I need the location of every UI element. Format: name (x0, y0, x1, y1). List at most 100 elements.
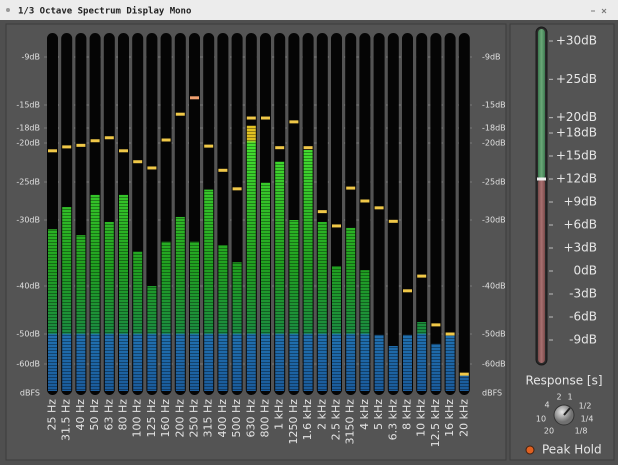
peak-marker (190, 96, 199, 100)
scale-label-right: -18dB (482, 124, 506, 133)
level-stripes (431, 343, 441, 391)
band-label: 1250 Hz (287, 399, 300, 445)
peak-marker (374, 206, 384, 210)
knob-label: 20 (544, 427, 554, 436)
peak-marker (133, 160, 143, 164)
peak-marker (147, 166, 157, 170)
level-stripes (62, 207, 72, 391)
band-label: 2 kHz (315, 399, 328, 430)
peak-marker (431, 323, 441, 327)
level-stripes (360, 270, 370, 391)
peak-marker (76, 143, 86, 147)
scale-label-right: dBFS (482, 389, 502, 398)
band-label: 125 Hz (145, 399, 158, 438)
knob-label: 4 (544, 401, 549, 410)
peak-marker (204, 144, 214, 148)
level-stripes (175, 216, 185, 391)
slider-label: +30dB (556, 34, 597, 48)
level-stripes (403, 334, 412, 391)
peak-hold-label[interactable]: Peak Hold (542, 443, 602, 457)
level-stripes (48, 229, 57, 391)
band-label: 3150 Hz (344, 399, 357, 445)
level-stripes (133, 251, 143, 391)
band-label: 250 Hz (188, 399, 201, 438)
level-stripes (90, 194, 100, 391)
level-stripes (261, 182, 270, 391)
peak-marker (175, 112, 185, 116)
slider-label: +12dB (556, 172, 597, 186)
level-stripes (204, 189, 214, 391)
scale-label-left: -30dB (16, 216, 40, 225)
band-label: 6.3 kHz (386, 399, 399, 441)
peak-marker (62, 145, 72, 149)
peak-marker (317, 210, 327, 214)
close-button[interactable] (601, 8, 607, 14)
scale-label-right: -60dB (482, 360, 506, 369)
peak-marker (232, 187, 242, 191)
band-label: 63 Hz (102, 399, 115, 431)
slider-label: +6dB (563, 218, 597, 232)
band-label: 100 Hz (131, 399, 144, 438)
slider-handle (537, 177, 546, 181)
band-label: 500 Hz (230, 399, 243, 438)
scale-label-right: -15dB (482, 101, 506, 110)
peak-marker (275, 146, 285, 150)
peak-marker (445, 332, 455, 336)
band-label: 160 Hz (159, 399, 172, 438)
level-stripes (246, 125, 256, 391)
meter-column (416, 33, 428, 395)
scale-label-left: -25dB (16, 178, 40, 187)
window-title: 1/3 Octave Spectrum Display Mono (18, 6, 191, 17)
level-stripes (289, 220, 299, 391)
level-stripes (459, 375, 469, 391)
control-panel (509, 23, 615, 461)
band-label: 50 Hz (88, 399, 101, 431)
band-label: 20 kHz (457, 399, 470, 437)
level-stripes (445, 334, 455, 391)
slider-label: +18dB (556, 126, 597, 140)
knob-pointer (563, 407, 571, 416)
peak-hold-led[interactable] (525, 445, 535, 455)
slider-label: 0dB (574, 264, 597, 278)
knob-label: 1/4 (581, 415, 594, 424)
scale-label-right: -9dB (482, 53, 501, 62)
title-bar (0, 0, 618, 20)
knob-label: 1 (567, 393, 572, 402)
level-stripes (218, 245, 228, 391)
slider-label: +15dB (556, 149, 597, 163)
peak-marker (161, 138, 171, 142)
level-stripes (388, 346, 398, 391)
scale-label-right: -20dB (482, 139, 506, 148)
slider-upper (538, 29, 545, 179)
peak-marker (261, 116, 270, 120)
knob-label: 1/8 (575, 427, 588, 436)
band-label: 8 kHz (401, 399, 414, 430)
band-label: 4 kHz (358, 399, 371, 430)
level-stripes (232, 262, 242, 391)
scale-label-left: -40dB (16, 282, 40, 291)
level-stripes (317, 221, 327, 391)
slider-label: +3dB (563, 241, 597, 255)
band-label: 5 kHz (372, 399, 385, 430)
slider-label: -6dB (569, 310, 597, 324)
level-stripes (119, 194, 128, 391)
scale-label-left: dBFS (20, 389, 40, 398)
meter: -9dB -9dB -15dB -15dB -18dB -18dB -20dB -20dB -2… (16, 33, 506, 448)
scale-label-left: -18dB (16, 124, 40, 133)
peak-marker (403, 289, 412, 293)
band-label: 2.5 kHz (330, 399, 343, 441)
band-label: 800 Hz (259, 399, 272, 438)
level-stripes (161, 241, 171, 391)
band-label: 1 kHz (273, 399, 286, 430)
band-label: 80 Hz (117, 399, 130, 431)
scale-label-right: -40dB (482, 282, 506, 291)
scale-label-right: -30dB (482, 216, 506, 225)
level-stripes (147, 286, 157, 391)
band-label: 400 Hz (216, 399, 229, 438)
scale-label-right: -25dB (482, 178, 506, 187)
band-label: 12.5 kHz (429, 399, 442, 448)
scale-label-left: -15dB (16, 101, 40, 110)
knob-label: 10 (536, 415, 546, 424)
band-label: 315 Hz (202, 399, 215, 438)
